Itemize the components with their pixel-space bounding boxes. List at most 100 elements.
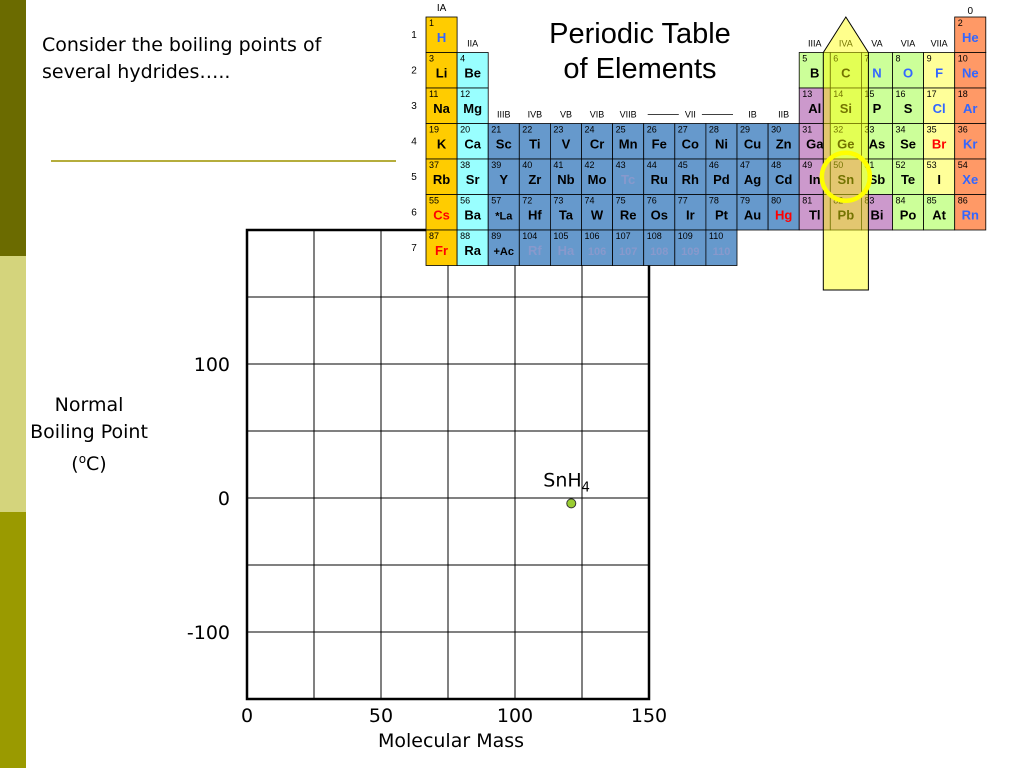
element-cell-In: 49 In <box>798 158 831 195</box>
element-symbol: Si <box>840 101 852 116</box>
element-number: 8 <box>896 54 901 64</box>
element-symbol: Ne <box>962 66 979 81</box>
element-number: 27 <box>678 125 688 135</box>
slide-sidebar-bar <box>0 0 26 768</box>
element-symbol: Ra <box>464 243 481 258</box>
element-symbol: *La <box>495 211 513 223</box>
element-cell-P: 15 P <box>861 87 893 124</box>
y-unit-open: ( <box>71 453 79 475</box>
element-cell-108: 108 108 <box>643 229 676 266</box>
element-cell-Fr: 87 Fr <box>425 229 458 266</box>
element-symbol: I <box>937 172 941 187</box>
element-symbol: 110 <box>713 246 731 258</box>
element-number: 45 <box>678 160 688 170</box>
element-number: 109 <box>678 231 693 241</box>
y-axis-label: Normal Boiling Point (oC) <box>18 392 160 478</box>
y-axis-label-unit: (oC) <box>18 446 160 478</box>
element-symbol: V <box>562 137 571 152</box>
group-label: IVB <box>528 110 543 120</box>
element-cell-Po: 84 Po <box>892 194 925 231</box>
element-cell-Hf: 72 Hf <box>518 194 551 231</box>
element-cell-Zn: 30 Zn <box>767 123 800 160</box>
element-number: 54 <box>958 160 968 170</box>
x-tick-label: 100 <box>497 705 533 727</box>
element-number: 30 <box>771 125 781 135</box>
element-number: 7 <box>864 54 869 64</box>
element-cell-Ca: 20 Ca <box>456 123 489 160</box>
element-symbol: Mo <box>588 172 607 187</box>
x-tick-label: 150 <box>631 705 667 727</box>
element-symbol: S <box>904 101 913 116</box>
element-number: 1 <box>429 18 434 28</box>
element-symbol: Pb <box>838 208 855 223</box>
element-number: 34 <box>896 125 906 135</box>
element-number: 89 <box>491 231 501 241</box>
element-number: 51 <box>864 160 874 170</box>
element-symbol: Se <box>900 137 916 152</box>
periodic-table-title: Periodic Table of Elements <box>505 17 775 87</box>
element-number: 87 <box>429 231 439 241</box>
element-number: 37 <box>429 160 439 170</box>
element-symbol: At <box>932 208 946 223</box>
element-symbol: Ga <box>806 137 824 152</box>
group-label: VIB <box>590 110 605 120</box>
element-symbol: In <box>809 172 821 187</box>
element-cell-Br: 35 Br <box>923 123 956 160</box>
element-number: 3 <box>429 54 434 64</box>
x-tick-label: 50 <box>369 705 393 727</box>
element-symbol: K <box>437 137 447 152</box>
group-label: IIIB <box>497 110 511 120</box>
element-symbol: Po <box>900 208 917 223</box>
element-number: 49 <box>802 160 812 170</box>
group-label: VIIB <box>620 110 637 120</box>
element-number: 2 <box>958 18 963 28</box>
x-axis-label: Molecular Mass <box>377 730 525 752</box>
element-number: 44 <box>647 160 657 170</box>
element-cell-Al: 13 Al <box>798 87 831 124</box>
element-number: 79 <box>740 196 750 206</box>
element-cell-O: 8O <box>892 52 925 89</box>
element-symbol: Cl <box>933 101 946 116</box>
element-number: 10 <box>958 54 968 64</box>
element-number: 106 <box>585 231 600 241</box>
sidebar-segment-middle <box>0 256 26 512</box>
element-number: 73 <box>553 196 563 206</box>
element-symbol: Cs <box>433 208 450 223</box>
element-number: 17 <box>927 89 937 99</box>
element-symbol: Pt <box>715 208 729 223</box>
element-cell-Bi: 83 Bi <box>861 194 893 231</box>
element-number: 50 <box>833 160 843 170</box>
element-symbol: W <box>591 208 604 223</box>
element-symbol: Li <box>436 66 448 81</box>
element-number: 76 <box>647 196 657 206</box>
element-symbol: O <box>903 66 913 81</box>
element-number: 21 <box>491 125 501 135</box>
element-number: 15 <box>864 89 874 99</box>
group-label: IIIA <box>808 39 822 49</box>
element-number: 19 <box>429 125 439 135</box>
element-symbol: Rn <box>962 208 979 223</box>
element-cell-W: 74 W <box>581 194 614 231</box>
element-symbol: Bi <box>870 208 883 223</box>
title-divider <box>51 160 396 162</box>
element-number: 29 <box>740 125 750 135</box>
element-cell-Ra: 88 Ra <box>456 229 489 266</box>
element-number: 13 <box>802 89 812 99</box>
element-cell-Cs: 55 Cs <box>425 194 458 231</box>
element-cell-Tc: 43 Tc <box>612 158 645 195</box>
element-number: 48 <box>771 160 781 170</box>
element-number: 77 <box>678 196 688 206</box>
element-cell-Cr: 24 Cr <box>581 123 614 160</box>
element-symbol: He <box>962 30 979 45</box>
element-number: 4 <box>460 54 465 64</box>
element-symbol: F <box>935 66 943 81</box>
element-cell-Sn: 50 Sn <box>829 158 862 195</box>
element-cell-Ar: 18 Ar <box>954 87 987 124</box>
element-number: 42 <box>585 160 595 170</box>
element-cell-Si: 14 Si <box>829 87 862 124</box>
sidebar-segment-top <box>0 0 26 256</box>
element-number: 39 <box>491 160 501 170</box>
element-symbol: Ar <box>963 101 977 116</box>
element-number: 33 <box>864 125 874 135</box>
element-number: 78 <box>709 196 719 206</box>
